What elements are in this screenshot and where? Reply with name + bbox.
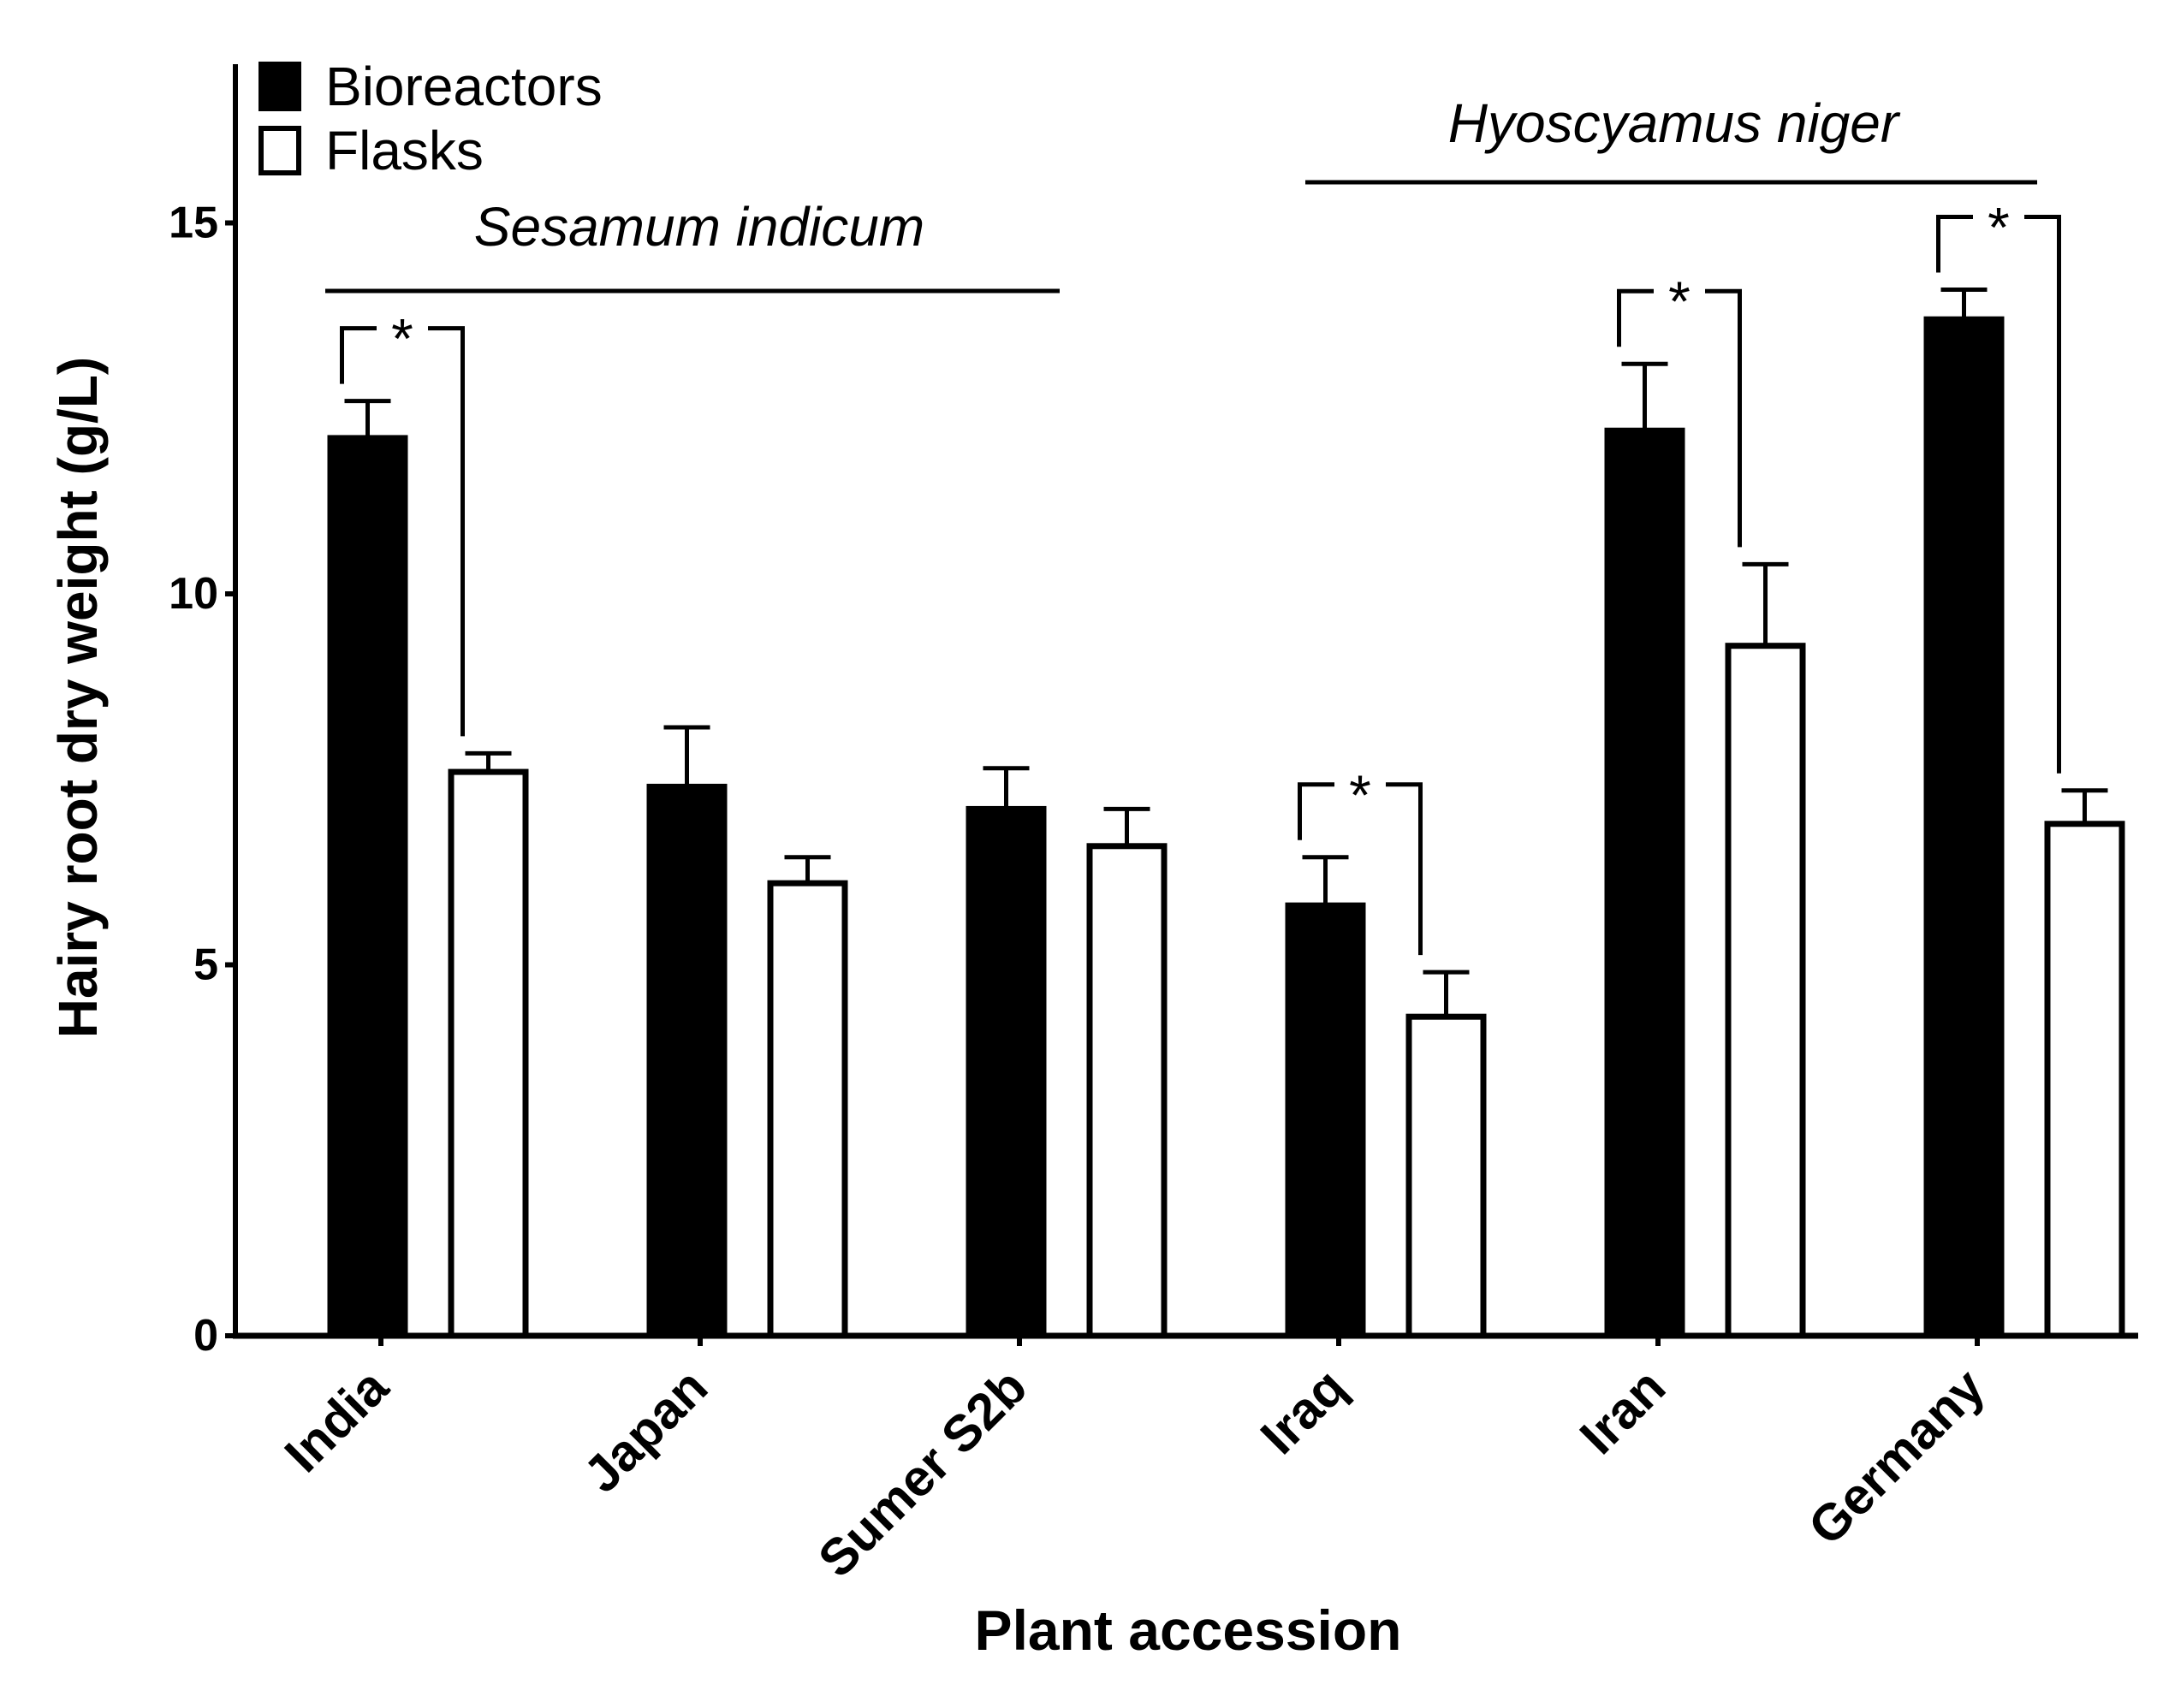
y-tick-label: 0 [193, 1311, 218, 1361]
bar-bioreactors [1285, 902, 1366, 1339]
legend-label: Flasks [325, 120, 484, 181]
significance-marker: * [1988, 196, 2010, 259]
significance-bracket-right [1386, 782, 1423, 956]
y-axis-title: Hairy root dry weight (g/L) [47, 357, 109, 1038]
significance-bracket-right [428, 326, 465, 737]
x-tick-label: India [274, 1357, 400, 1483]
bar-flasks [1405, 1013, 1487, 1339]
bar-flasks [2044, 821, 2125, 1339]
y-tick-label: 5 [193, 940, 218, 990]
x-tick-label: Japan [573, 1358, 718, 1503]
y-tick-label: 15 [169, 199, 218, 248]
x-axis-title: Plant accession [975, 1598, 1402, 1662]
legend-swatch-flasks [258, 126, 301, 175]
group-label: Hyoscyamus niger [1448, 92, 1901, 154]
bar-flasks [1725, 643, 1806, 1339]
significance-bracket-left [1617, 288, 1654, 347]
group-label: Sesamum indicum [474, 196, 924, 258]
x-tick-label: Iraq [1250, 1358, 1357, 1465]
legend-label: Bioreactors [325, 56, 603, 117]
bar-bioreactors [1923, 316, 2005, 1339]
bar-flasks [767, 880, 848, 1339]
legend-swatch-bioreactors [258, 62, 301, 111]
significance-bracket-left [1298, 782, 1334, 840]
bar-flasks [448, 768, 529, 1339]
significance-marker: * [1668, 270, 1691, 333]
significance-bracket-right [2024, 215, 2061, 774]
bar-bioreactors [1604, 427, 1685, 1339]
chart-marks: 0 5 10 15 Hairy root dry weight (g/L) Plant a… [47, 56, 2138, 1662]
significance-marker: * [391, 307, 413, 371]
bar-bioreactors [327, 435, 408, 1339]
x-tick-label: Sumer S2b [807, 1358, 1037, 1588]
significance-bracket-right [1705, 288, 1742, 548]
significance-bracket-left [1936, 215, 1973, 273]
significance-marker: * [1349, 763, 1371, 827]
y-tick-label: 10 [169, 569, 218, 619]
significance-bracket-left [340, 326, 377, 384]
bar-bioreactors [646, 783, 728, 1339]
x-tick-label: Germany [1798, 1357, 1996, 1556]
x-tick-label: Iran [1569, 1358, 1676, 1465]
bar-bioreactors [966, 805, 1047, 1339]
bar-flasks [1086, 843, 1168, 1339]
